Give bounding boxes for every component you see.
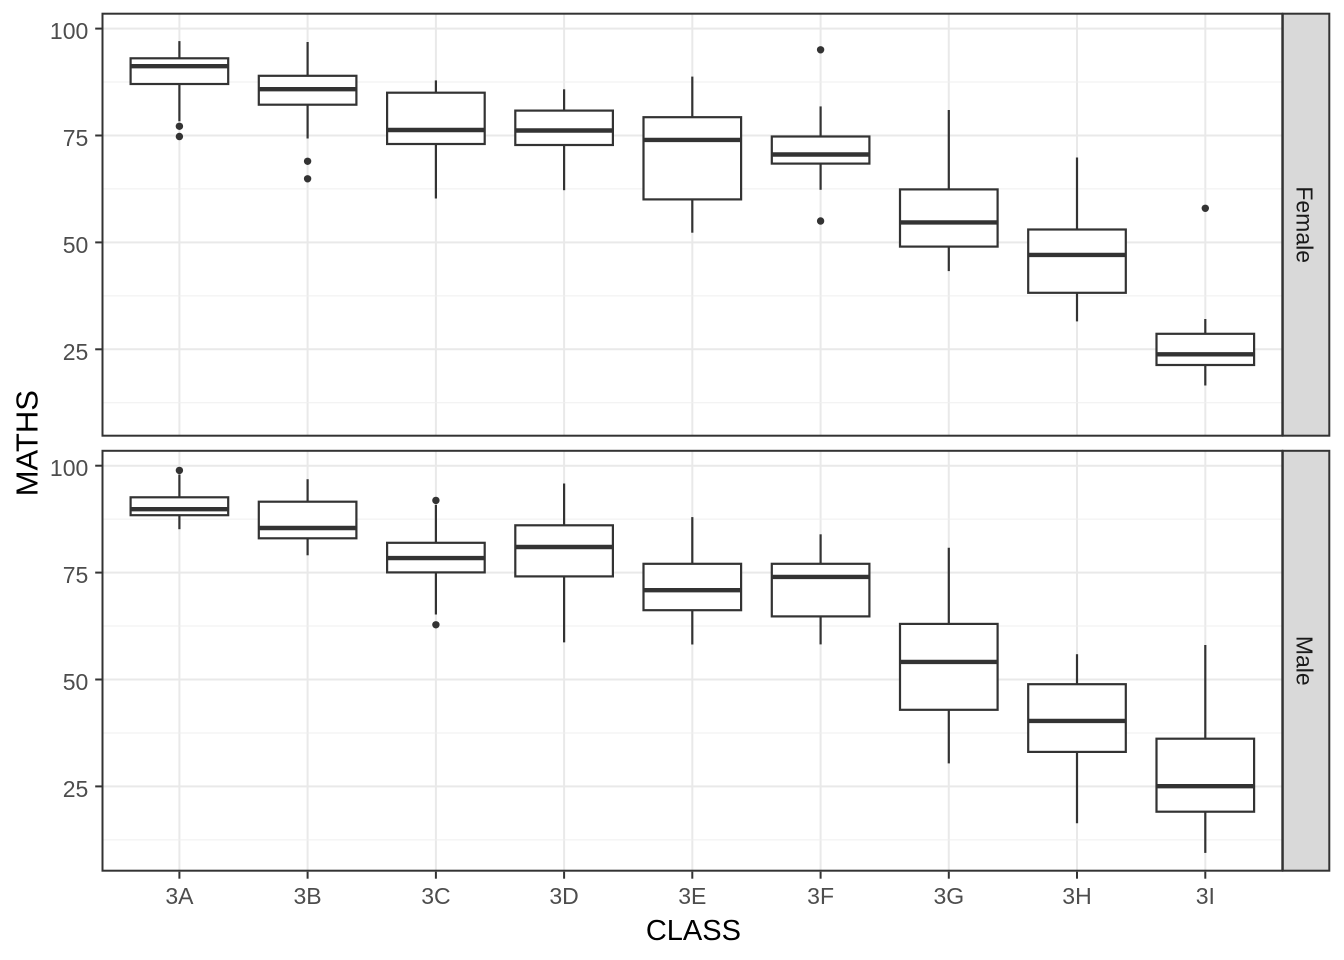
svg-text:3G: 3G <box>933 883 964 909</box>
svg-text:100: 100 <box>50 455 88 481</box>
svg-text:3C: 3C <box>421 883 450 909</box>
svg-text:25: 25 <box>63 339 89 365</box>
svg-text:3I: 3I <box>1196 883 1215 909</box>
svg-text:3D: 3D <box>549 883 578 909</box>
svg-text:100: 100 <box>50 18 88 44</box>
svg-text:MATHS: MATHS <box>9 390 44 496</box>
svg-text:3H: 3H <box>1062 883 1091 909</box>
svg-text:50: 50 <box>63 232 89 258</box>
svg-text:50: 50 <box>63 669 89 695</box>
svg-text:Male: Male <box>1292 636 1318 686</box>
svg-text:75: 75 <box>63 125 89 151</box>
svg-text:Female: Female <box>1292 186 1318 263</box>
svg-text:3A: 3A <box>165 883 194 909</box>
svg-text:75: 75 <box>63 562 89 588</box>
svg-text:CLASS: CLASS <box>646 915 741 947</box>
svg-text:3E: 3E <box>678 883 706 909</box>
svg-text:3B: 3B <box>294 883 322 909</box>
svg-text:25: 25 <box>63 776 89 802</box>
svg-text:3F: 3F <box>807 883 834 909</box>
